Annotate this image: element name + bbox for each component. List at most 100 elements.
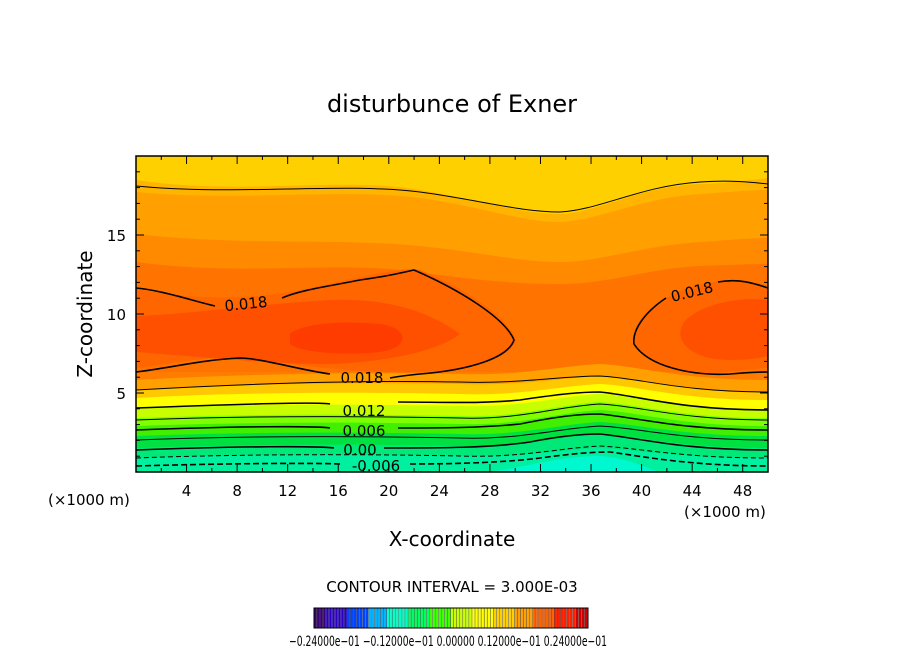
colorbar-stripe [332, 608, 335, 628]
colorbar-divider [541, 608, 543, 628]
colorbar-stripe [557, 608, 560, 628]
contour-line-018-right [633, 279, 768, 376]
colorbar-divider [529, 608, 531, 628]
colorbar-divider [489, 608, 491, 628]
colorbar-divider [483, 608, 485, 628]
colorbar-stripe [578, 608, 582, 628]
colorbar-divider [578, 608, 579, 628]
colorbar-divider [505, 608, 506, 628]
colorbar-divider [365, 608, 366, 628]
colorbar-divider [423, 608, 424, 628]
colorbar-stripe [396, 608, 399, 628]
x-tick-label: 16 [329, 482, 348, 500]
colorbar-stripe [581, 608, 585, 628]
colorbar-stripe [317, 608, 320, 628]
colorbar-stripe [380, 608, 384, 628]
colorbar-divider [438, 608, 439, 628]
colorbar-divider [520, 608, 522, 628]
colorbar-stripe [435, 608, 439, 628]
colorbar-divider [386, 608, 388, 628]
contour-line-m006 [136, 451, 768, 467]
colorbar-divider [544, 608, 546, 628]
colorbar-divider [346, 608, 348, 628]
x-tick-label: 48 [733, 482, 752, 500]
x-tick-label: 36 [581, 482, 600, 500]
colorbar-divider [325, 608, 327, 628]
colorbar-stripe [481, 608, 484, 628]
colorbar-divider [581, 608, 582, 628]
colorbar-stripe [338, 608, 341, 628]
colorbar-divider [444, 608, 445, 628]
colorbar-divider [547, 608, 549, 628]
colorbar-divider [508, 608, 509, 628]
x-tick-label: 44 [683, 482, 702, 500]
colorbar-divider [550, 608, 552, 628]
y-tick-label: 5 [116, 385, 126, 403]
colorbar-divider [584, 608, 585, 628]
colorbar-stripe [548, 608, 551, 628]
colorbar-stripe [438, 608, 442, 628]
colorbar-stripe [505, 608, 509, 628]
colorbar-stripe [466, 608, 469, 628]
colorbar-stripe [502, 608, 506, 628]
colorbar-stripe [356, 608, 360, 628]
colorbar-divider [496, 608, 497, 628]
colorbar-divider [349, 608, 351, 628]
colorbar-divider [432, 608, 433, 628]
colorbar-stripe [490, 608, 494, 628]
x-axis-ticks: 4 8 12 16 20 24 28 32 36 40 44 48 [160, 156, 752, 500]
colorbar-stripe [393, 608, 396, 628]
colorbar-divider [426, 608, 427, 628]
colorbar-stripe [362, 608, 366, 628]
colorbar-divider [566, 608, 567, 628]
colorbar-stripe [408, 608, 411, 628]
contour-interval: CONTOUR INTERVAL = 3.000E-03 [326, 578, 577, 596]
colorbar-divider [419, 608, 421, 628]
colorbar-stripe [387, 608, 390, 628]
colorbar-divider [368, 608, 369, 628]
x-tick-label: 20 [379, 482, 398, 500]
colorbar-divider [462, 608, 464, 628]
colorbar-divider [465, 608, 467, 628]
colorbar-stripe [566, 608, 570, 628]
y-axis-ticks: 5 10 15 [107, 171, 768, 457]
y-axis-label: Z-coordinate [73, 250, 97, 377]
colorbar-divider [517, 608, 518, 628]
colorbar-divider [468, 608, 470, 628]
colorbar-stripe [584, 608, 588, 628]
colorbar-labels: −0.24000e−01 −0.12000e−01 0.00000 0.1200… [289, 634, 607, 650]
colorbar-divider [362, 608, 363, 628]
x-tick-label: 4 [182, 482, 192, 500]
colorbar-divider [538, 608, 540, 628]
colorbar-divider [532, 608, 534, 628]
x-tick-label: 8 [232, 482, 242, 500]
colorbar-stripe [405, 608, 408, 628]
colorbar-stripe [365, 608, 369, 628]
colorbar-stripe [323, 608, 326, 628]
colorbar-divider [322, 608, 324, 628]
colorbar-divider [575, 608, 576, 628]
colorbar-divider [413, 608, 415, 628]
colorbar-stripe [432, 608, 436, 628]
colorbar-stripe [314, 608, 317, 628]
colorbar-stripe [511, 608, 515, 628]
colorbar-divider [572, 608, 573, 628]
colorbar-stripe [554, 608, 557, 628]
colorbar-divider [383, 608, 385, 628]
colorbar-divider [450, 608, 451, 628]
colorbar-stripe [341, 608, 344, 628]
contour-label-012: 0.012 [343, 402, 386, 420]
colorbar-frame [313, 607, 589, 629]
colorbar-stripe [329, 608, 332, 628]
colorbar-stripe [536, 608, 539, 628]
colorbar-divider [377, 608, 378, 628]
plot-area: 0.018 0.018 0.018 0.012 0.006 0.00 -0.00… [136, 156, 768, 472]
colorbar-divider [493, 608, 494, 628]
colorbar-stripe [426, 608, 430, 628]
colorbar-stripe [521, 608, 524, 628]
chart-title: disturbunce of Exner [327, 90, 577, 118]
contour-label-000: 0.00 [343, 441, 376, 459]
colorbar-stripe [460, 608, 463, 628]
